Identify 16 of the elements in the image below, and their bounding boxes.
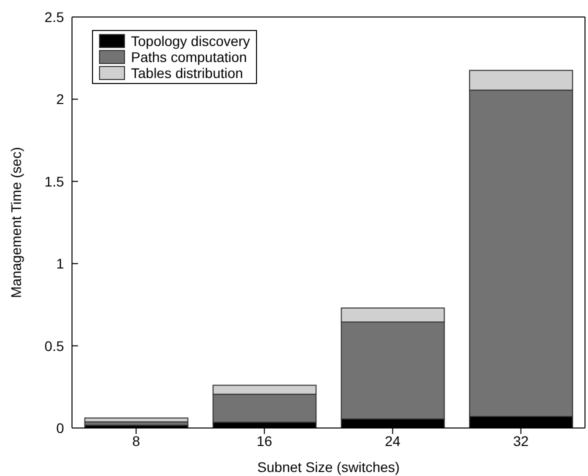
- legend-label: Topology discovery: [131, 33, 250, 49]
- y-axis-title: Management Time (sec): [8, 147, 24, 298]
- y-tick-label: 1: [56, 256, 64, 272]
- y-tick-label: 1.5: [44, 173, 64, 190]
- y-tick-label: 2: [56, 91, 64, 108]
- y-tick-label: 2.5: [44, 8, 64, 25]
- x-axis-title: Subnet Size (switches): [257, 459, 400, 475]
- legend-label: Tables distribution: [131, 65, 244, 81]
- x-tick-label: 24: [384, 432, 401, 449]
- x-tick-label: 16: [256, 432, 272, 449]
- x-tick-label: 8: [132, 432, 140, 449]
- bar: [84, 417, 188, 422]
- y-tick-label: 0: [56, 420, 64, 436]
- legend-label: Paths computation: [131, 49, 247, 65]
- y-tick-label: 0.5: [44, 338, 64, 354]
- x-tick-label: 32: [513, 432, 529, 449]
